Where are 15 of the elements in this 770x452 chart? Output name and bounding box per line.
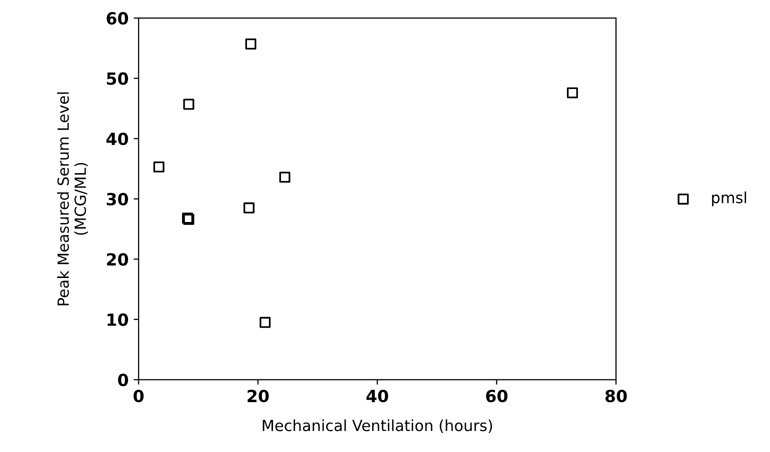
legend-label: pmsl [712,191,746,206]
y-tick-label: 50 [106,72,128,85]
x-tick-label: 60 [486,390,508,402]
x-tick-label: 40 [366,390,388,402]
x-tick-label: 0 [134,390,144,402]
y-tick-label: 30 [106,192,128,206]
x-axis-title: Mechanical Ventilation (hours) [262,419,492,434]
y-tick-label: 40 [106,132,128,146]
y-tick-label: 60 [106,12,128,25]
x-tick-label: 20 [248,390,269,402]
y-tick-label: 0 [118,374,128,386]
y-tick-label: 20 [107,253,128,266]
x-tick-label: 80 [605,390,627,402]
y-tick-label: 10 [108,313,128,326]
y-axis-title: Peak Measured Serum Level (MCG/ML) [57,92,88,306]
